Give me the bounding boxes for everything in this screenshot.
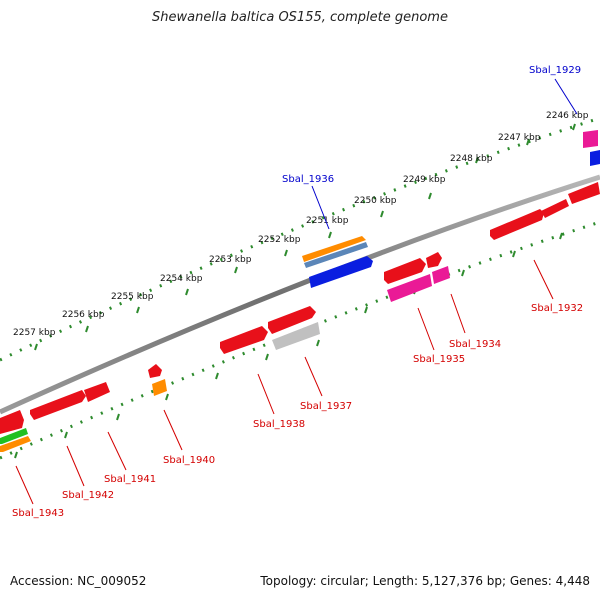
label-leaders-red [15, 259, 554, 505]
label-leaders-blue [311, 78, 578, 230]
kbp-label: 2252 kbp [258, 235, 301, 245]
kbp-label: 2249 kbp [403, 175, 446, 185]
gene-label-sbal-1937: Sbal_1937 [300, 401, 352, 412]
gene-sbal-1937-red[interactable] [268, 306, 316, 334]
gene-sbal-1940-red[interactable] [148, 364, 162, 378]
accession-text: Accession: NC_009052 [10, 574, 147, 588]
kbp-label: 2248 kbp [450, 154, 493, 164]
gene-sbal-1935-pink[interactable] [387, 274, 432, 302]
gene-label-sbal-1940: Sbal_1940 [163, 455, 215, 466]
gene-labels: Sbal_1929 Sbal_1936 Sbal_1932 Sbal_1934 … [12, 65, 583, 519]
gene-sbal-1932-a[interactable] [490, 209, 544, 240]
gene-sbal-1941[interactable] [84, 382, 110, 402]
gene-blue-1936[interactable] [309, 256, 373, 288]
gene-label-sbal-1936: Sbal_1936 [282, 174, 334, 185]
scale-labels: 2246 kbp 2247 kbp 2248 kbp 2249 kbp 2250… [13, 111, 589, 338]
kbp-label: 2250 kbp [354, 196, 397, 206]
map-title: Shewanella baltica OS155, complete genom… [152, 10, 448, 25]
gene-sbal-1932-c[interactable] [568, 182, 600, 204]
gene-sbal-1934-pink[interactable] [432, 266, 450, 284]
kbp-label: 2256 kbp [62, 310, 105, 320]
gene-label-sbal-1943: Sbal_1943 [12, 508, 64, 519]
kbp-label: 2246 kbp [546, 111, 589, 121]
kbp-label: 2251 kbp [306, 216, 349, 226]
kbp-label: 2254 kbp [160, 274, 203, 284]
genome-summary-text: Topology: circular; Length: 5,127,376 bp… [260, 574, 590, 588]
gene-sbal-1932-b[interactable] [541, 199, 569, 218]
gene-sbal-1937-gray[interactable] [272, 322, 320, 350]
gene-sbal-1929[interactable] [583, 130, 598, 148]
gene-sbal-1943-green[interactable] [0, 428, 28, 444]
gene-sbal-1940-orange[interactable] [152, 379, 167, 396]
gene-blue-right[interactable] [590, 150, 600, 166]
outer-major-ticks [34, 123, 576, 351]
gene-label-sbal-1932: Sbal_1932 [531, 303, 583, 314]
gene-label-sbal-1934: Sbal_1934 [449, 339, 501, 350]
gene-sbal-1938[interactable] [220, 326, 268, 354]
gene-sbal-1943-orange[interactable] [0, 436, 31, 452]
gene-sbal-1936-orange[interactable] [302, 236, 366, 262]
gene-label-sbal-1942: Sbal_1942 [62, 490, 114, 501]
kbp-label: 2253 kbp [209, 255, 252, 265]
gene-label-sbal-1929: Sbal_1929 [529, 65, 581, 76]
gene-label-sbal-1935: Sbal_1935 [413, 354, 465, 365]
gene-sbal-1935-red[interactable] [384, 258, 426, 284]
kbp-label: 2247 kbp [498, 133, 541, 143]
kbp-label: 2257 kbp [13, 328, 56, 338]
gene-label-sbal-1941: Sbal_1941 [104, 474, 156, 485]
gene-sbal-1942[interactable] [30, 390, 86, 420]
gene-label-sbal-1938: Sbal_1938 [253, 419, 305, 430]
gene-sbal-1935-red-small[interactable] [426, 252, 442, 268]
gene-sbal-1943-red[interactable] [0, 410, 24, 434]
kbp-label: 2255 kbp [111, 292, 154, 302]
genome-backbone [0, 174, 600, 415]
gene-sbal-1936-steel[interactable] [304, 242, 368, 268]
